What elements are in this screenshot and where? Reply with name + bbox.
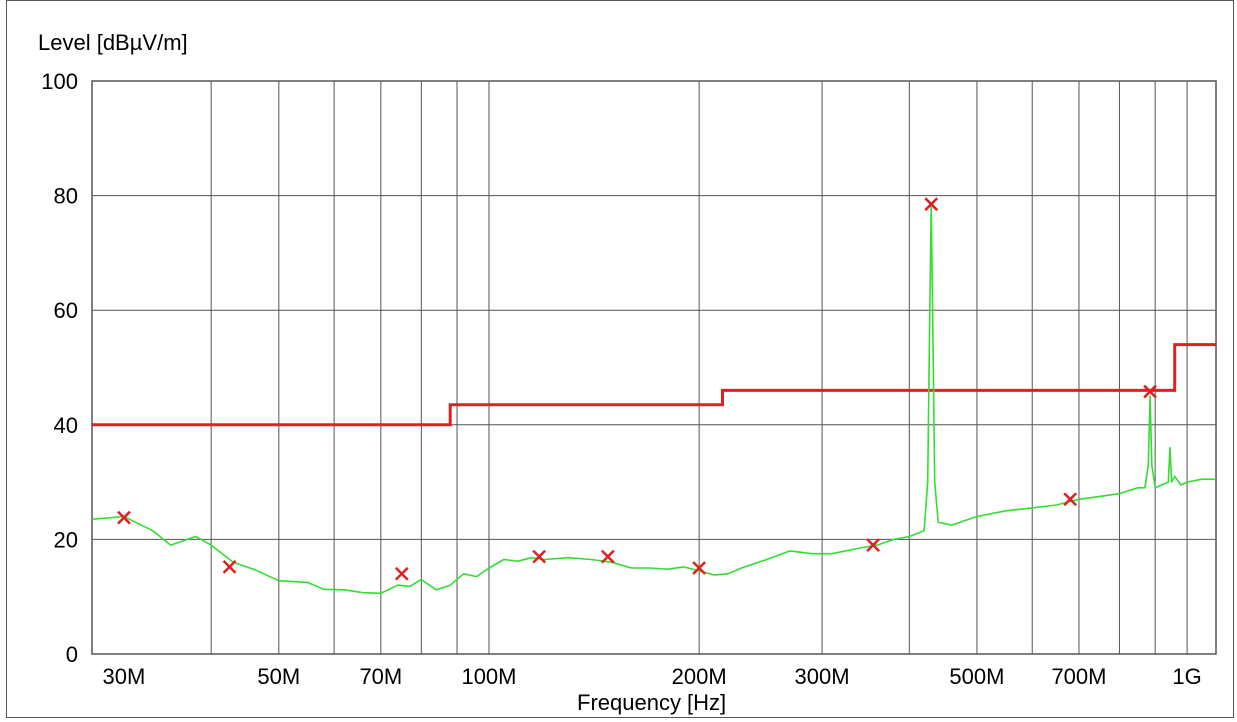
x-tick-label: 1G	[1172, 664, 1201, 689]
peak-marker	[394, 566, 409, 581]
x-tick-label: 50M	[257, 664, 300, 689]
y-tick-label: 100	[41, 69, 78, 94]
y-tick-label: 20	[54, 527, 78, 552]
x-tick-label: 500M	[949, 664, 1004, 689]
y-tick-label: 60	[54, 298, 78, 323]
measurement-trace	[91, 206, 1216, 595]
y-tick-label: 40	[54, 413, 78, 438]
peak-marker	[600, 549, 615, 564]
peak-marker	[924, 197, 939, 212]
x-tick-label: 700M	[1051, 664, 1106, 689]
peak-marker	[1143, 384, 1157, 399]
peak-marker	[866, 538, 880, 553]
x-axis-label: Frequency [Hz]	[577, 690, 726, 715]
x-tick-label: 200M	[672, 664, 727, 689]
peak-marker	[532, 549, 547, 564]
y-axis-label: Level [dBµV/m]	[38, 30, 188, 55]
peak-marker	[692, 561, 707, 575]
x-tick-label: 100M	[461, 664, 516, 689]
x-tick-label: 30M	[103, 664, 146, 689]
x-tick-label: 300M	[795, 664, 850, 689]
x-tick-label: 70M	[359, 664, 402, 689]
y-tick-label: 0	[66, 642, 78, 667]
peak-marker	[222, 560, 237, 574]
peak-marker	[1063, 492, 1078, 507]
plot-area	[91, 80, 1217, 655]
chart-frame	[6, 0, 1234, 718]
peak-marker	[117, 510, 131, 525]
limit-line	[92, 343, 1216, 427]
y-tick-label: 80	[54, 184, 78, 209]
